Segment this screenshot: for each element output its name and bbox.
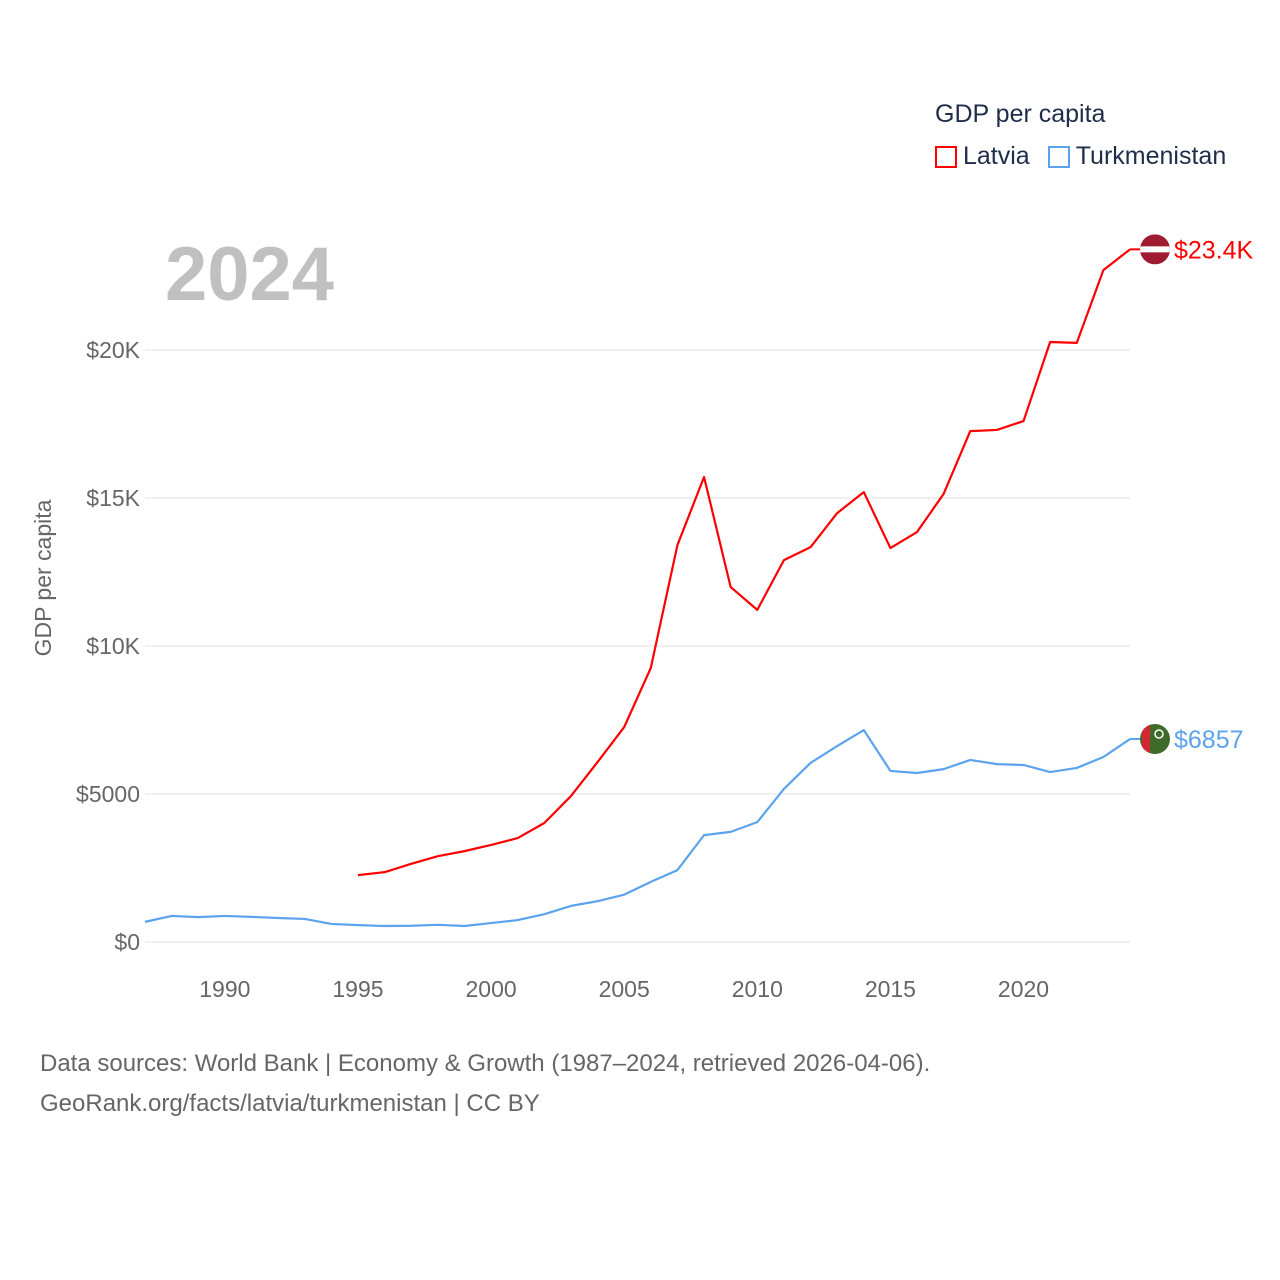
end-value-label-turkmenistan: $6857 — [1174, 726, 1244, 754]
data-sources: Data sources: World Bank | Economy & Gro… — [40, 1050, 931, 1077]
source-link[interactable]: GeoRank.org/facts/latvia/turkmenistan | … — [40, 1090, 540, 1117]
x-tick-label: 2020 — [998, 976, 1049, 1002]
end-value-label-latvia: $23.4K — [1174, 236, 1254, 264]
legend-title: GDP per capita — [935, 100, 1106, 128]
legend-label-latvia: Latvia — [963, 142, 1030, 170]
series-line-latvia — [357, 248, 1131, 877]
y-tick-label: $0 — [114, 929, 140, 955]
legend-swatch-latvia — [935, 145, 957, 168]
year-label: 2024 — [165, 232, 334, 317]
legend: Latvia Turkmenistan — [935, 142, 1226, 171]
y-tick-label: $10K — [86, 633, 140, 659]
footer: Data sources: World Bank | Economy & Gro… — [40, 1044, 930, 1124]
y-tick-label: $20K — [86, 337, 140, 363]
legend-item-turkmenistan[interactable]: Turkmenistan — [1047, 142, 1227, 171]
y-tick-label: $5000 — [76, 781, 140, 807]
x-tick-label: 1990 — [199, 976, 250, 1002]
flag-latvia-icon — [1140, 234, 1170, 265]
x-tick-label: 2015 — [865, 976, 916, 1002]
legend-label-turkmenistan: Turkmenistan — [1075, 142, 1227, 170]
x-tick-label: 1995 — [332, 976, 383, 1002]
y-tick-label: $15K — [86, 485, 140, 511]
x-tick-label: 2000 — [465, 976, 516, 1002]
legend-item-latvia[interactable]: Latvia — [935, 142, 1030, 171]
x-tick-label: 2005 — [599, 976, 650, 1002]
y-axis-label: GDP per capita — [30, 499, 56, 656]
series-line-turkmenistan — [144, 728, 1131, 928]
flag-turkmenistan-icon — [1140, 724, 1170, 755]
x-tick-label: 2010 — [732, 976, 783, 1002]
legend-swatch-turkmenistan — [1047, 145, 1070, 168]
